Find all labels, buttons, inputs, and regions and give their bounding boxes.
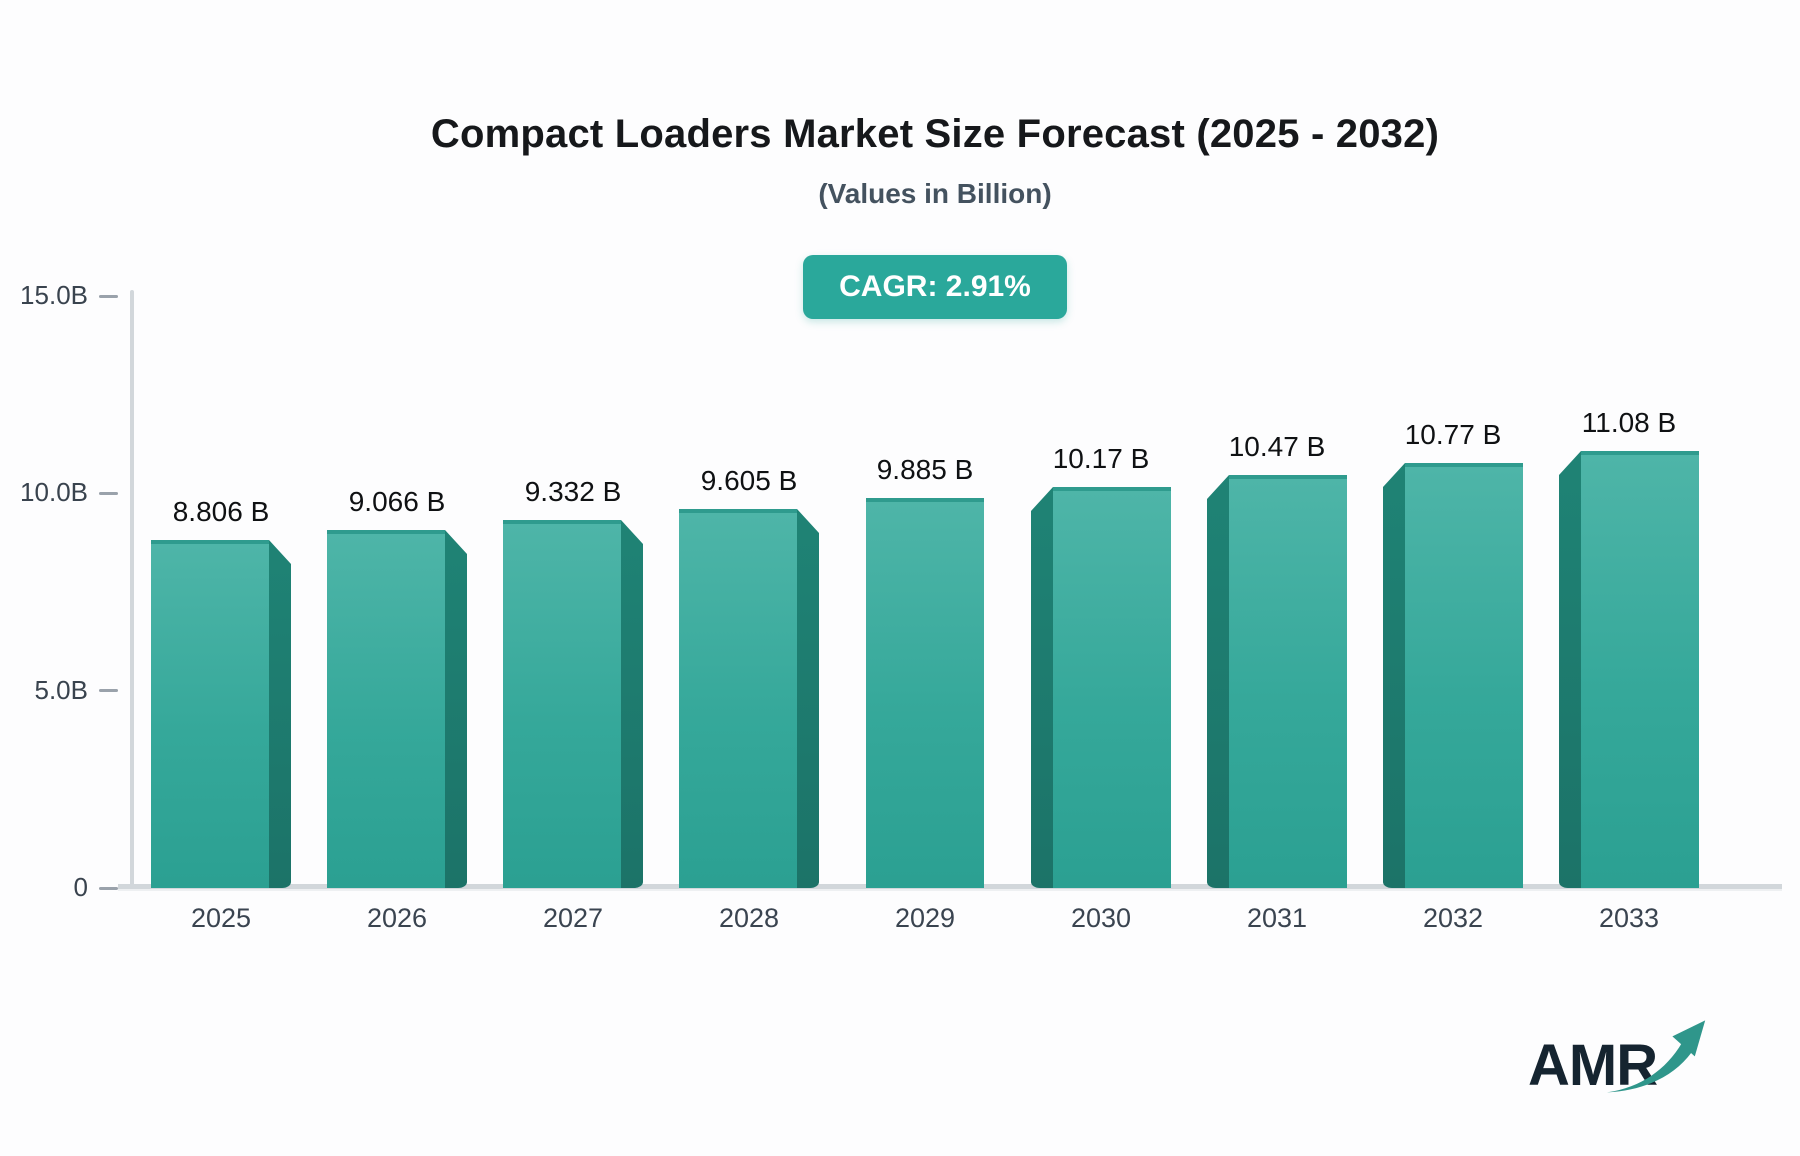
y-axis-tick-mark [99,886,118,890]
x-axis-label-2030: 2030 [1070,903,1132,933]
bar-3d-side-face [1559,451,1581,888]
bar-front-face [1229,475,1347,888]
y-axis-tick-label: 0 [73,872,88,902]
x-axis-label-2031: 2031 [1246,903,1308,933]
bar-front-face [1405,463,1523,888]
y-axis-tick-label: 15.0B [20,280,88,310]
bar-2030 [1031,487,1171,888]
bar-value-label: 8.806 B [172,496,270,527]
bar-front-face [503,520,621,888]
cagr-badge: CAGR: 2.91% [803,255,1067,319]
growth-arrow-icon [1606,1020,1706,1093]
bar-2027 [503,520,643,888]
bar-3d-side-face [1031,487,1053,888]
bar-value-label: 11.08 B [1581,407,1677,438]
bar-3d-side-face [797,509,819,888]
y-axis-tick-mark [99,689,118,693]
bar-3d-side-face [1207,475,1229,888]
x-axis-label-2032: 2032 [1422,903,1484,933]
bar-2031 [1207,475,1347,888]
y-axis-line [130,290,134,888]
bar-3d-side-face [269,540,291,888]
x-axis-label-2029: 2029 [894,903,956,933]
bar-value-label: 9.066 B [348,486,446,517]
bar-3d-side-face [1383,463,1405,888]
y-axis-tick-mark [99,491,118,495]
bar-2032 [1383,463,1523,888]
bar-2026 [327,530,467,888]
bar-value-label: 10.77 B [1404,419,1502,450]
x-axis-label-2027: 2027 [542,903,604,933]
y-axis-tick-label: 10.0B [20,477,88,508]
y-axis-tick-label: 5.0B [34,674,89,705]
bar-front-face [327,530,445,888]
bar-front-face [679,509,797,888]
x-axis-label-2025: 2025 [190,903,252,933]
bar-value-label: 9.605 B [700,465,798,496]
bar-2029 [866,498,984,888]
bar-2028 [679,509,819,888]
bar-front-face [151,540,269,888]
bar-value-label: 9.885 B [876,454,974,485]
bar-front-face [1053,487,1171,888]
x-axis-label-2033: 2033 [1598,903,1660,933]
bar-3d-side-face [445,530,467,888]
chart-title: Compact Loaders Market Size Forecast (20… [430,112,1440,156]
bar-value-label: 10.17 B [1052,443,1150,474]
cagr-badge-row: CAGR: 2.91% [70,255,1800,319]
y-axis-tick-mark [99,294,118,298]
x-axis-label-2026: 2026 [366,903,428,933]
bar-front-face [1581,451,1699,888]
amr-logo: AMR [1528,1020,1708,1132]
bar-3d-side-face [621,520,643,888]
bar-2033 [1559,451,1699,888]
bar-value-label: 10.47 B [1228,431,1326,462]
bar-value-label: 9.332 B [524,476,622,507]
x-axis-label-2028: 2028 [718,903,780,933]
bar-front-face [866,498,984,888]
bar-2025 [151,540,291,888]
chart-subtitle: (Values in Billion) [818,178,1052,209]
